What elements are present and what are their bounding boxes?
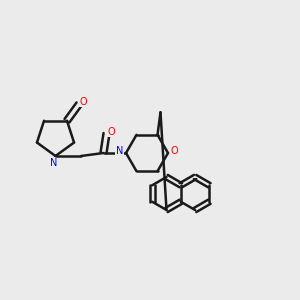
Text: N: N — [50, 158, 58, 169]
Text: O: O — [107, 127, 115, 137]
Text: O: O — [171, 146, 178, 157]
Text: N: N — [116, 146, 123, 157]
Text: O: O — [80, 97, 87, 107]
